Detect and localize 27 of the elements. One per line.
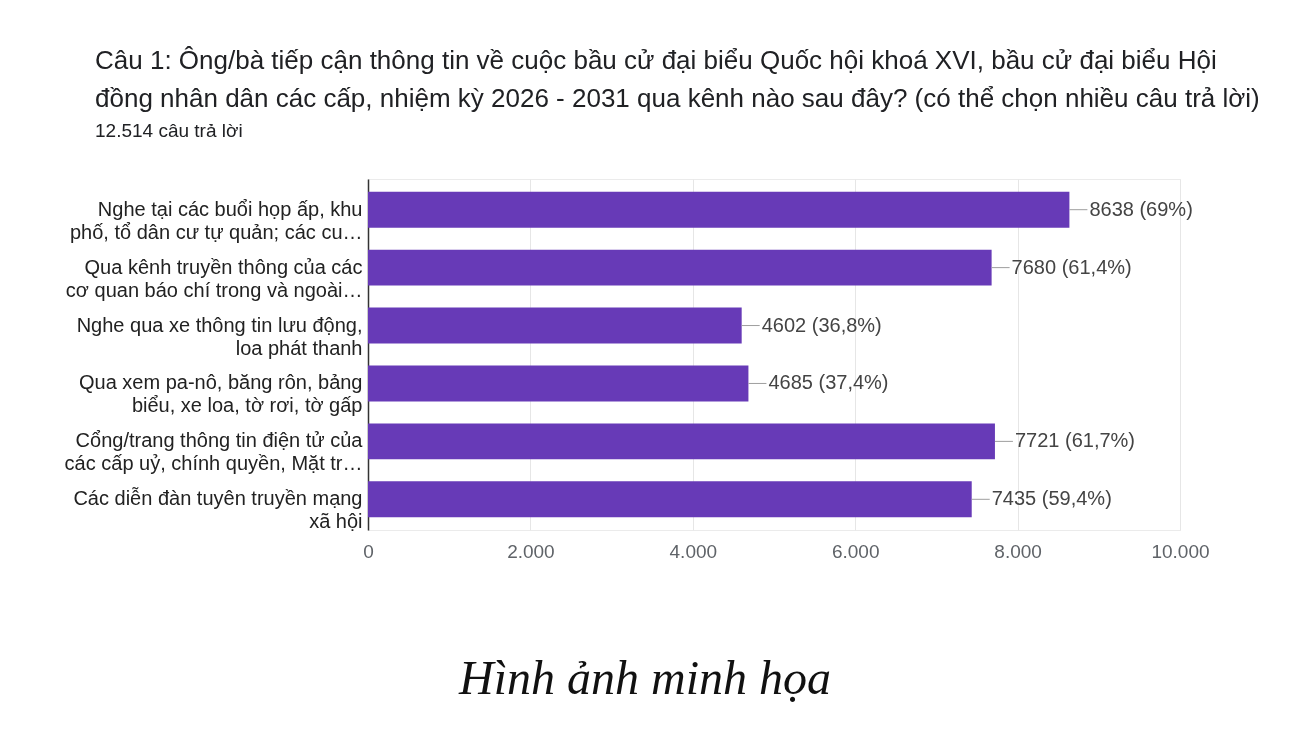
data-label: 4602 (36,8%) — [761, 313, 882, 336]
y-tick-label: Nghe tại các buổi họp ấp, khu phố, tổ dân cư tự quản; các cu… — [70, 197, 363, 243]
x-tick-label: 4.000 — [669, 540, 718, 562]
y-tick-label: Cổng/trang thông tin điện tử của các cấp uỷ, chính quyền, Mặt tr… — [64, 429, 364, 475]
chart-title: Câu 1: Ông/bà tiếp cận thông tin về cuộc bầu cử đại biểu Quốc hội khoá XVI, bầu cử đại biểu Hội đồng nhân dân các cấp, nhiệm kỳ 2026 - 2031 qua kênh nào sau đây? (có thể chọn nhiều câu trả lời) — [95, 45, 1260, 113]
data-label: 4685 (37,4%) — [768, 371, 889, 394]
x-tick-label: 8.000 — [994, 540, 1042, 562]
bar — [368, 307, 742, 344]
y-tick-label: Các diễn đàn tuyên truyền mạng xã hội — [73, 487, 363, 533]
x-tick-label: 10.000 — [1151, 540, 1210, 562]
data-label: 7435 (59,4%) — [991, 487, 1112, 510]
data-label: 8638 (69%) — [1089, 197, 1193, 220]
text: Hình ảnh minh họa — [457, 650, 832, 706]
y-tick-label: Nghe qua xe thông tin lưu động, loa phát thanh — [76, 313, 363, 359]
bar — [368, 423, 995, 460]
y-tick-label: Qua xem pa-nô, băng rôn, bảng biểu, xe loa, tờ rơi, tờ gấp — [78, 371, 363, 417]
bar — [368, 191, 1070, 228]
text: 12.514 câu trả lời — [95, 120, 243, 141]
y-tick-label: Qua kênh truyền thông của các cơ quan báo chí trong và ngoài… — [65, 255, 363, 301]
x-tick-label: 6.000 — [831, 540, 880, 562]
bar — [368, 481, 972, 518]
data-label: 7680 (61,4%) — [1011, 255, 1132, 278]
x-tick-label: 2.000 — [507, 540, 555, 562]
bar — [368, 365, 749, 402]
x-tick-label: 0 — [363, 540, 374, 562]
data-label: 7721 (61,7%) — [1014, 429, 1136, 452]
bar — [368, 249, 992, 286]
